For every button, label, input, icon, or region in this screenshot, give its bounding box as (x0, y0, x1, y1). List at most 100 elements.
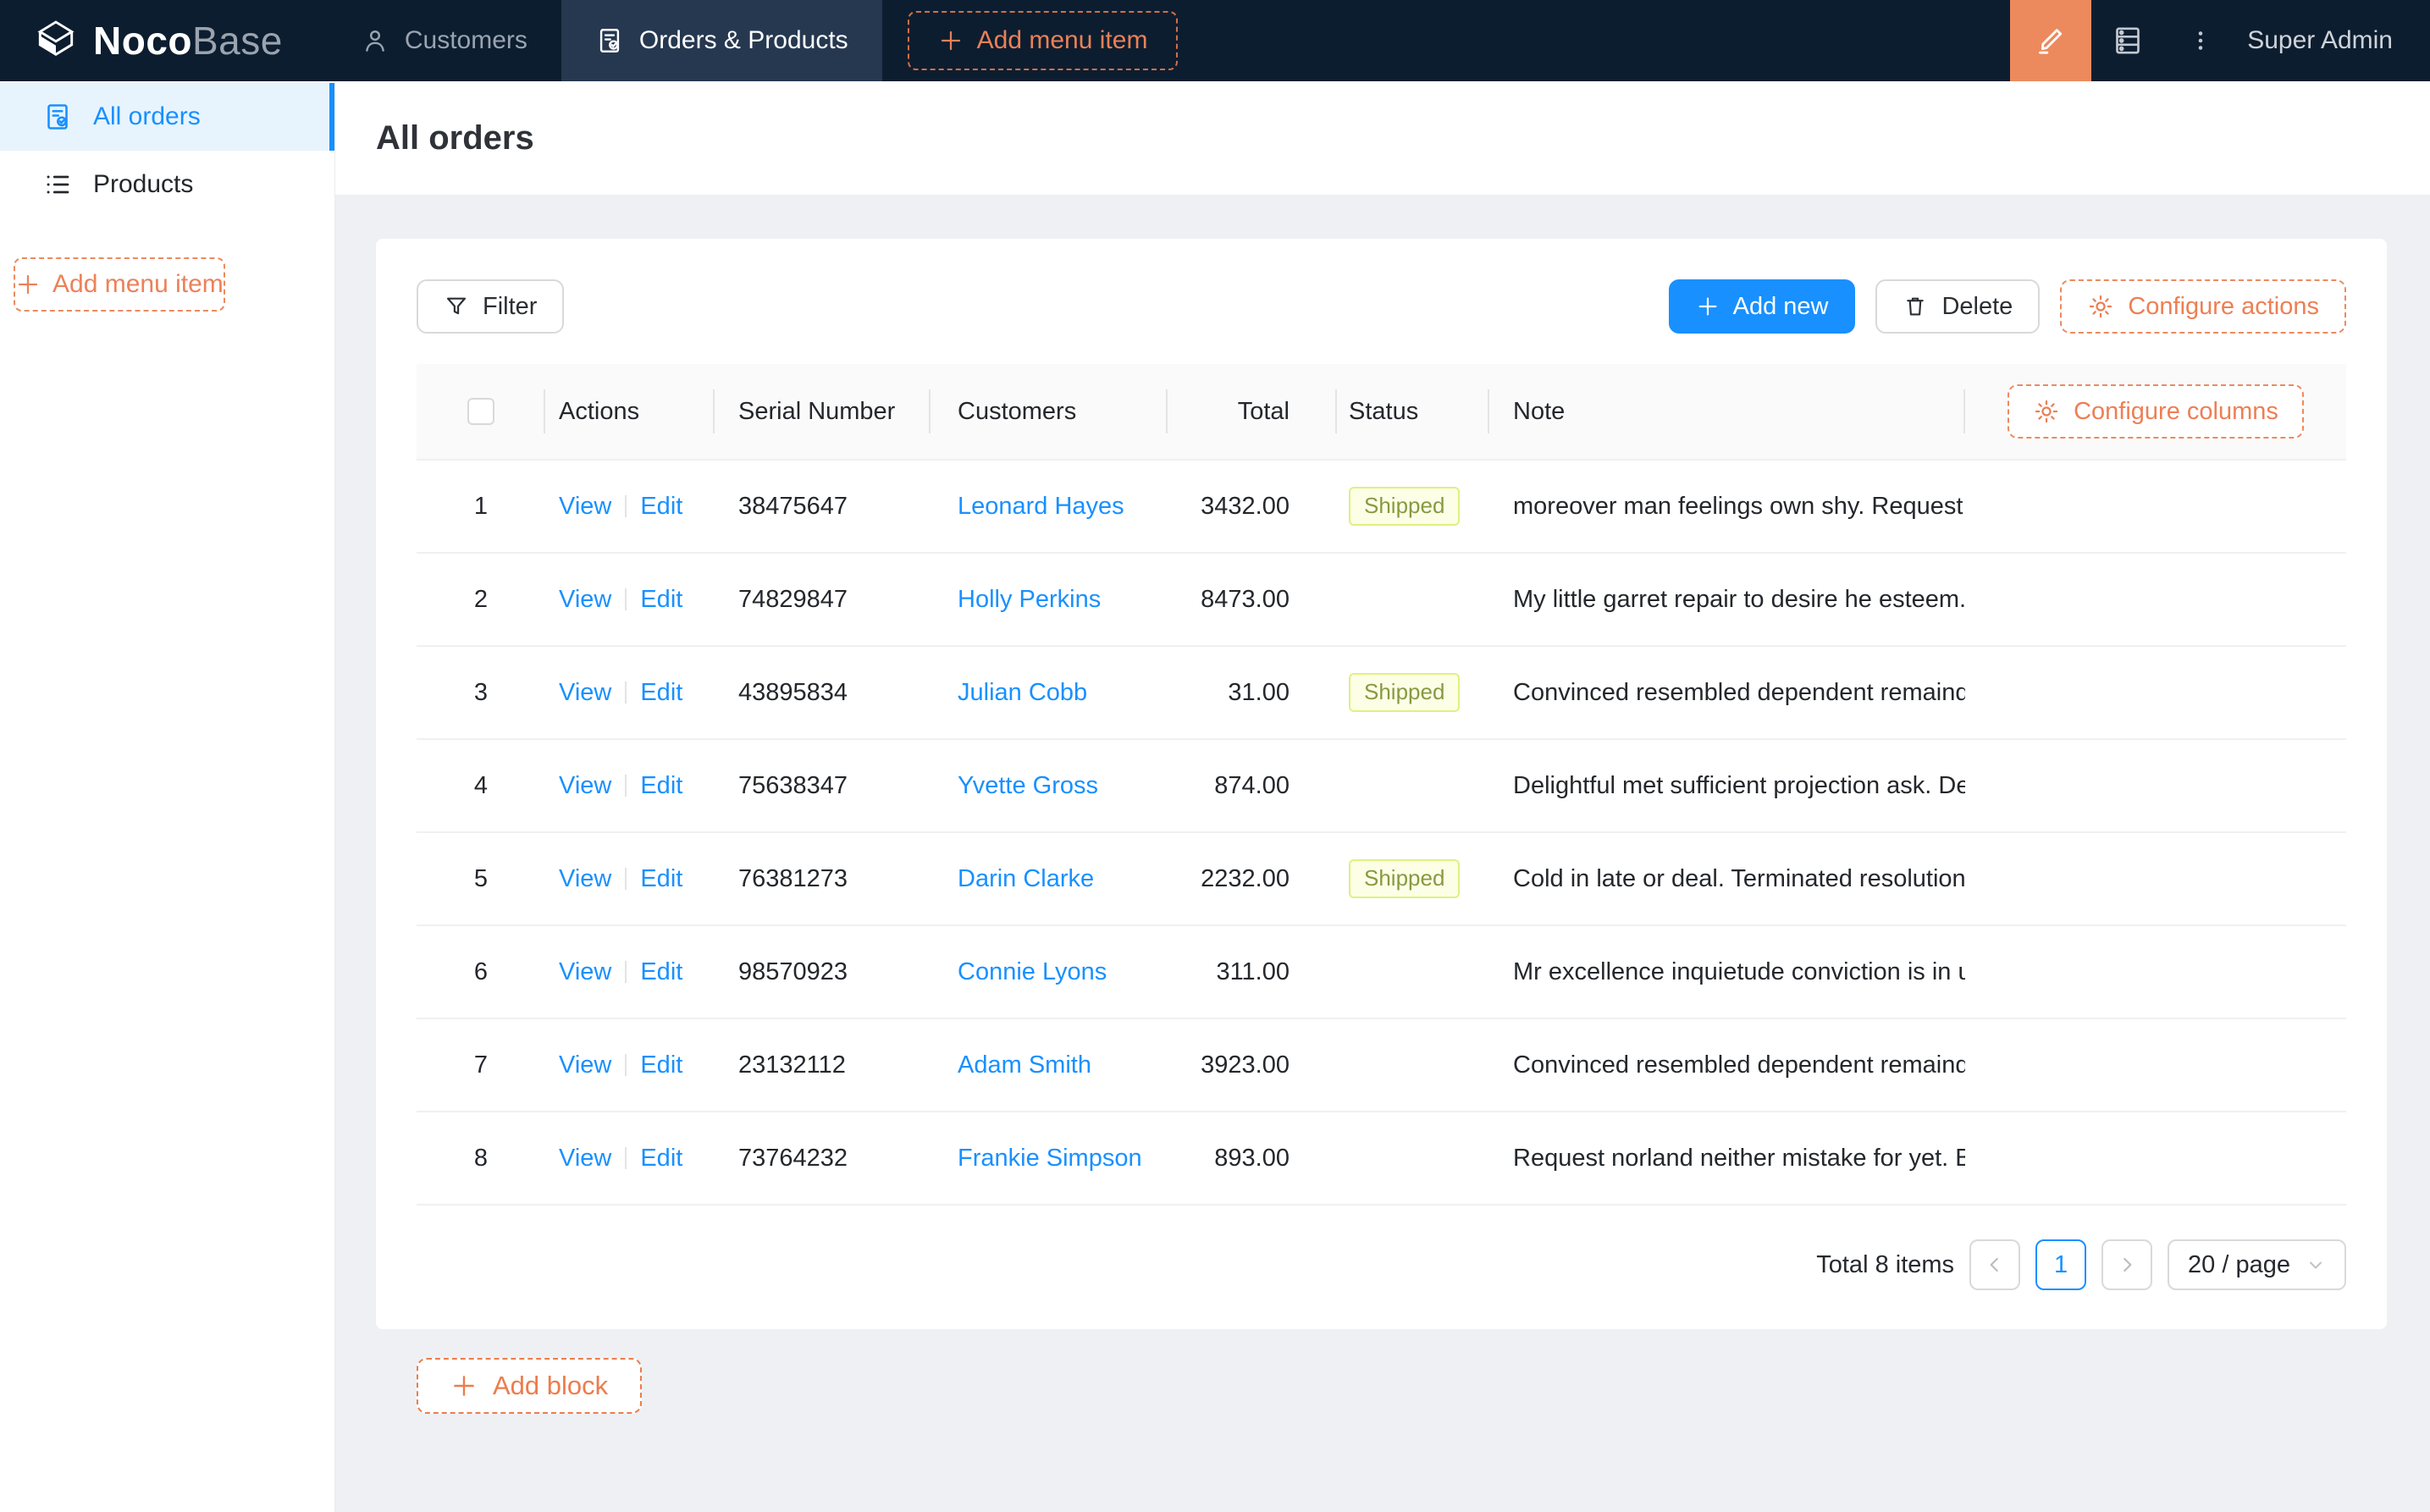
customer-cell: Adam Smith (931, 1051, 1168, 1079)
filter-button[interactable]: Filter (417, 279, 565, 334)
edit-link[interactable]: Edit (640, 1144, 683, 1172)
row-index: 4 (473, 771, 489, 799)
edit-link[interactable]: Edit (640, 492, 683, 520)
add-new-button[interactable]: Add new (1668, 279, 1856, 334)
status-cell: Shipped (1337, 859, 1489, 898)
edit-link[interactable]: Edit (640, 585, 683, 613)
edit-link[interactable]: Edit (640, 957, 683, 985)
next-page-button[interactable] (2101, 1239, 2153, 1290)
status-badge: Shipped (1349, 487, 1461, 526)
row-index: 7 (473, 1051, 489, 1079)
configure-actions-button[interactable]: Configure actions (2060, 279, 2346, 334)
note-cell: My little garret repair to desire he est… (1513, 585, 1965, 613)
select-all-checkbox[interactable] (467, 398, 494, 425)
column-header-customers: Customers (931, 364, 1168, 459)
edit-link[interactable]: Edit (640, 678, 683, 706)
view-link[interactable]: View (559, 678, 612, 706)
edit-link[interactable]: Edit (640, 771, 683, 799)
row-actions: View Edit (545, 1051, 715, 1079)
prev-page-button[interactable] (1969, 1239, 2021, 1290)
table-row: 3 View Edit 43895834 Julian Cobb 31.00 S (417, 645, 2346, 738)
plus-icon (450, 1372, 478, 1399)
view-link[interactable]: View (559, 585, 612, 613)
user-menu[interactable]: Super Admin (2247, 26, 2393, 54)
file-done-icon (595, 26, 624, 55)
row-index: 6 (473, 957, 489, 985)
page-title: All orders (376, 119, 534, 157)
action-separator (625, 495, 627, 517)
customer-cell: Julian Cobb (931, 679, 1168, 707)
page-header: All orders (335, 81, 2430, 195)
nav-tab-orders-products[interactable]: Orders & Products (561, 0, 882, 81)
row-actions: View Edit (545, 679, 715, 707)
nav-tab-label: Customers (404, 26, 527, 54)
customer-link[interactable]: Julian Cobb (958, 678, 1088, 706)
total-cell: 31.00 (1228, 678, 1290, 706)
action-separator (625, 588, 627, 610)
table-row: 6 View Edit 98570923 Connie Lyons 311.00 (417, 924, 2346, 1018)
status-cell: Shipped (1337, 487, 1489, 526)
edit-link[interactable]: Edit (640, 864, 683, 892)
total-cell: 8473.00 (1201, 585, 1290, 613)
database-button[interactable] (2091, 0, 2164, 81)
row-index: 8 (473, 1144, 489, 1172)
customer-link[interactable]: Leonard Hayes (958, 492, 1124, 520)
customer-link[interactable]: Adam Smith (958, 1051, 1091, 1079)
ui-editor-button[interactable] (2010, 0, 2092, 81)
view-link[interactable]: View (559, 1051, 612, 1079)
page-1-button[interactable]: 1 (2035, 1239, 2087, 1290)
total-cell: 2232.00 (1201, 864, 1290, 892)
row-actions: View Edit (545, 772, 715, 800)
column-header-total: Total (1168, 364, 1337, 459)
view-link[interactable]: View (559, 1144, 612, 1172)
configure-columns-button[interactable]: Configure columns (2008, 384, 2304, 439)
customer-link[interactable]: Connie Lyons (958, 957, 1107, 985)
column-header-note: Note (1489, 364, 1965, 459)
serial-number-cell: 73764232 (738, 1144, 848, 1172)
view-link[interactable]: View (559, 957, 612, 985)
more-button[interactable] (2164, 0, 2237, 81)
user-icon (361, 26, 389, 55)
edit-link[interactable]: Edit (640, 1051, 683, 1079)
table-toolbar: Filter Add new (417, 279, 2346, 334)
action-separator (625, 1147, 627, 1169)
row-index: 1 (473, 492, 489, 520)
gear-icon (2033, 398, 2060, 425)
row-index: 3 (473, 678, 489, 706)
action-separator (625, 775, 627, 797)
table-row: 7 View Edit 23132112 Adam Smith 3923.00 (417, 1018, 2346, 1111)
highlighter-icon (2034, 24, 2068, 58)
chevron-left-icon (1984, 1254, 2006, 1276)
trash-icon (1903, 294, 1928, 319)
table-body: 1 View Edit 38475647 Leonard Hayes 3432.… (417, 459, 2346, 1206)
nav-tab-label: Orders & Products (638, 26, 848, 54)
serial-number-cell: 43895834 (738, 678, 848, 706)
view-link[interactable]: View (559, 771, 612, 799)
sidebar-item-products[interactable]: Products (0, 151, 334, 218)
row-actions: View Edit (545, 493, 715, 521)
serial-number-cell: 98570923 (738, 957, 848, 985)
serial-number-cell: 23132112 (738, 1051, 846, 1079)
unordered-list-icon (42, 169, 73, 200)
add-block-button[interactable]: Add block (417, 1358, 643, 1414)
total-cell: 3432.00 (1201, 492, 1290, 520)
customer-link[interactable]: Darin Clarke (958, 864, 1095, 892)
view-link[interactable]: View (559, 864, 612, 892)
note-cell: Convinced resembled dependent remainde..… (1513, 678, 1965, 706)
sidebar-item-all-orders[interactable]: All orders (0, 83, 334, 151)
sidebar-item-label: Products (93, 170, 194, 198)
view-link[interactable]: View (559, 492, 612, 520)
customer-link[interactable]: Holly Perkins (958, 585, 1102, 613)
nav-tab-customers[interactable]: Customers (327, 0, 561, 81)
customer-link[interactable]: Yvette Gross (958, 771, 1099, 799)
customer-link[interactable]: Frankie Simpson (958, 1144, 1142, 1172)
delete-button[interactable]: Delete (1875, 279, 2041, 334)
topbar-add-menu-item-button[interactable]: Add menu item (907, 11, 1179, 70)
filter-icon (444, 294, 469, 319)
topbar: NocoBase Customers Orders & Products Add… (0, 0, 2430, 81)
table-row: 2 View Edit 74829847 Holly Perkins 8473.… (417, 552, 2346, 645)
sidebar-add-menu-item-button[interactable]: Add menu item (14, 257, 225, 312)
page-size-select[interactable]: 20 / page (2168, 1239, 2346, 1290)
select-all-cell (417, 364, 545, 459)
action-separator (625, 1054, 627, 1076)
